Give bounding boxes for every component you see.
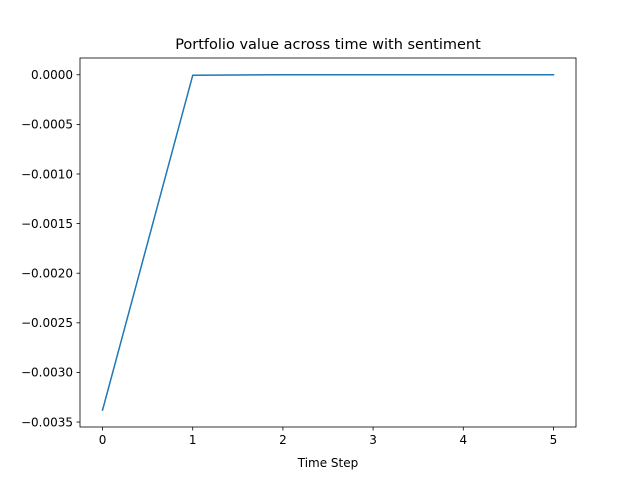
x-axis-label: Time Step (297, 456, 359, 470)
y-tick-label-3: −0.0015 (21, 217, 73, 231)
y-tick-label-6: −0.0030 (21, 366, 73, 380)
chart-title: Portfolio value across time with sentime… (175, 37, 481, 53)
x-tick-label-4: 4 (459, 433, 467, 447)
y-tick-label-5: −0.0025 (21, 316, 73, 330)
plot-frame (79, 57, 577, 428)
y-tick-label-7: −0.0035 (21, 415, 73, 429)
x-tick-label-3: 3 (369, 433, 377, 447)
y-tick-label-2: −0.0010 (21, 167, 73, 181)
y-tick-label-4: −0.0020 (21, 267, 73, 281)
x-tick-label-1: 1 (189, 433, 197, 447)
plot-area: 0 1 2 3 4 5 0.0000 −0.0005 −0.0010 −0.0015 −0.0020… (21, 57, 577, 447)
x-tick-label-5: 5 (550, 433, 558, 447)
series-line-0 (101, 74, 555, 412)
x-tick-label-0: 0 (99, 433, 107, 447)
y-tick-label-1: −0.0005 (21, 118, 73, 132)
y-tick-label-0: 0.0000 (31, 68, 73, 82)
x-tick-label-2: 2 (279, 433, 287, 447)
